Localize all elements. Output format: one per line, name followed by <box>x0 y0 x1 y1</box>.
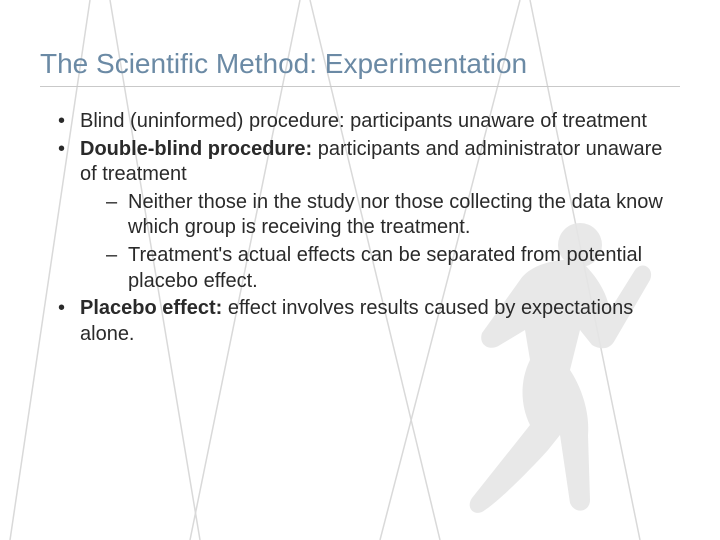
slide-title: The Scientific Method: Experimentation <box>40 48 680 87</box>
bullet-item: Blind (uninformed) procedure: participan… <box>58 109 680 135</box>
sub-item: Treatment's actual effects can be separa… <box>106 243 680 294</box>
bullet-list: Blind (uninformed) procedure: participan… <box>40 109 680 347</box>
bullet-bold: Double-blind procedure: <box>80 138 312 160</box>
sub-text: Treatment's actual effects can be separa… <box>128 244 642 292</box>
sub-item: Neither those in the study nor those col… <box>106 190 680 241</box>
bullet-text: Blind (uninformed) procedure: participan… <box>80 110 647 132</box>
bullet-item: Double-blind procedure: participants and… <box>58 137 680 295</box>
sub-text: Neither those in the study nor those col… <box>128 191 663 239</box>
bullet-bold: Placebo effect: <box>80 297 222 319</box>
slide-content: The Scientific Method: Experimentation B… <box>0 0 720 347</box>
sub-list: Neither those in the study nor those col… <box>80 190 680 294</box>
bullet-item: Placebo effect: effect involves results … <box>58 296 680 347</box>
